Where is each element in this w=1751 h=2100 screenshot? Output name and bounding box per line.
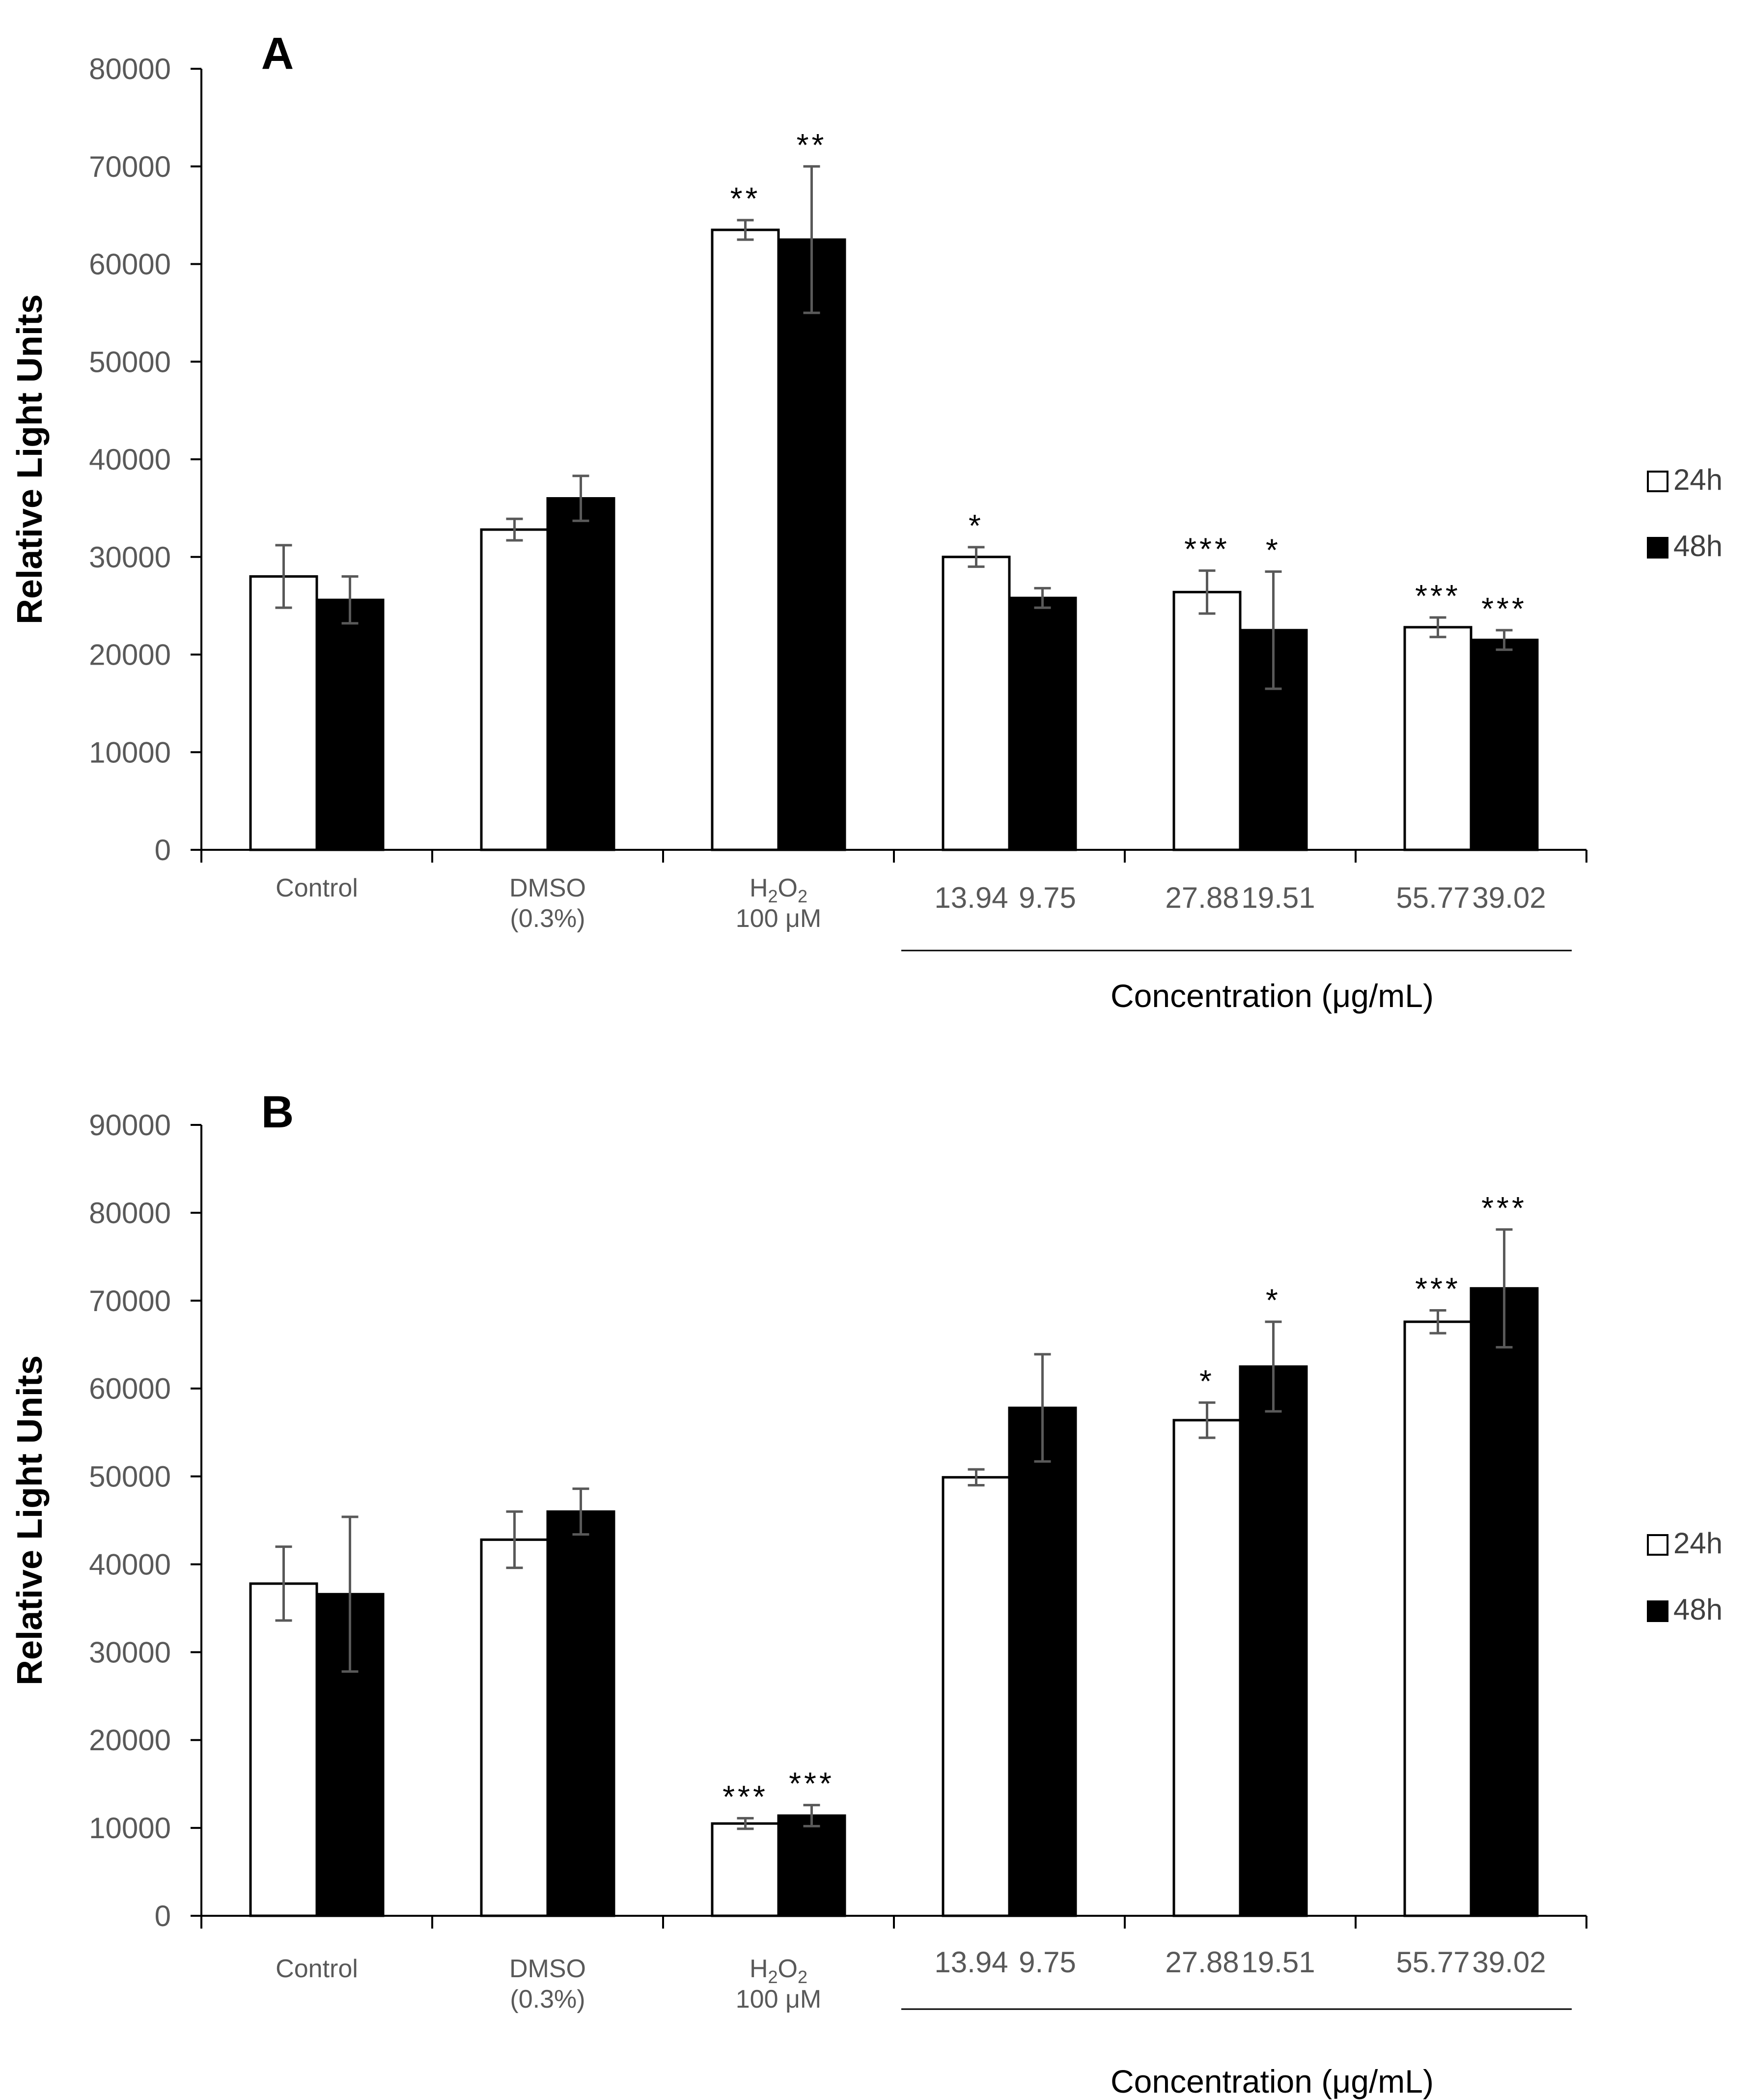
category-label: (0.3%) [510,1985,585,2014]
y-tick-label: 90000 [89,1109,171,1142]
concentration-label: 39.02 [1472,881,1546,914]
bar-48h-0 [315,598,385,851]
y-tick-label: 80000 [89,53,171,85]
bar-48h-5 [1470,1287,1539,1917]
category-label: H2O2 [750,874,807,906]
bar-48h-5 [1470,639,1539,851]
y-tick-label: 40000 [89,1548,171,1581]
bar-24h-2 [711,228,780,851]
bar-24h-5 [1403,1320,1473,1917]
panel-label: B [261,1087,294,1137]
significance-label: *** [1184,532,1230,567]
bar-48h-3 [1008,596,1077,851]
significance-label: * [969,508,984,543]
significance-label: *** [789,1766,834,1801]
bar-48h-4 [1239,1365,1308,1917]
y-tick-label: 30000 [89,541,171,574]
y-tick-label: 70000 [89,150,171,183]
category-label: H2O2 [750,1955,807,1987]
legend-label: 24h [1673,1527,1723,1560]
bar-24h-1 [480,528,549,851]
concentration-label: 27.88 [1165,1946,1239,1979]
bar-24h-0 [249,1582,318,1917]
panel-label: A [261,28,294,79]
bar-24h-2 [711,1822,780,1917]
category-label: DMSO [509,1955,586,1983]
category-label: 100 μM [736,1985,821,2014]
bar-24h-1 [480,1538,549,1917]
y-tick-label: 50000 [89,345,171,378]
bar-24h-5 [1403,626,1473,851]
concentration-label: 19.51 [1241,1946,1315,1979]
significance-label: * [1266,532,1281,568]
legend-label: 24h [1673,463,1723,496]
y-tick-label: 60000 [89,248,171,281]
concentration-label: 13.94 [934,1946,1008,1979]
significance-label: *** [1415,1271,1461,1306]
legend-label: 48h [1673,530,1723,562]
bar-48h-1 [546,1510,615,1917]
concentration-label: 55.77 [1396,881,1470,914]
legend-swatch-48h [1647,1600,1668,1622]
y-tick-label: 20000 [89,1724,171,1757]
legend-swatch-48h [1647,537,1668,559]
y-tick-label: 60000 [89,1372,171,1405]
concentration-label: 9.75 [1019,881,1076,914]
bar-48h-2 [777,238,846,851]
significance-label: ** [797,127,827,163]
y-tick-label: 50000 [89,1460,171,1493]
concentration-label: 39.02 [1472,1946,1546,1979]
y-tick-label: 10000 [89,736,171,769]
chart-panel-b: 0 10000 20000 30000 40000 50000 60000 70000 8000… [10,1087,1723,2100]
category-label: 100 μM [736,904,821,933]
bar-48h-2 [777,1814,846,1917]
significance-label: *** [723,1779,768,1814]
y-tick-label: 30000 [89,1636,171,1669]
concentration-label: 27.88 [1165,881,1239,914]
legend-label: 48h [1673,1593,1723,1626]
bar-24h-4 [1172,1419,1242,1917]
bar-24h-3 [942,556,1011,851]
bar-48h-3 [1008,1406,1077,1917]
bar-24h-4 [1172,590,1242,851]
x-axis-title: Concentration (μg/mL) [1111,978,1434,1014]
legend-swatch-24h [1647,1534,1668,1556]
y-axis-title: Relative Light Units [10,294,50,624]
category-label: Control [276,1955,358,1983]
concentration-label: 19.51 [1241,881,1315,914]
category-label: DMSO [509,874,586,902]
bar-24h-0 [249,575,318,851]
x-axis-title: Concentration (μg/mL) [1111,2063,1434,2100]
significance-label: ** [730,181,761,216]
y-tick-label: 10000 [89,1812,171,1845]
significance-label: *** [1481,1190,1527,1226]
category-label: (0.3%) [510,904,585,933]
concentration-label: 55.77 [1396,1946,1470,1979]
y-tick-label: 40000 [89,443,171,476]
concentration-label: 9.75 [1019,1946,1076,1979]
significance-label: *** [1415,578,1461,614]
category-label: Control [276,874,358,902]
y-tick-label: 0 [155,1900,171,1932]
concentration-label: 13.94 [934,881,1008,914]
bar-24h-3 [942,1476,1011,1917]
bar-48h-1 [546,497,615,851]
y-tick-label: 20000 [89,639,171,672]
significance-label: *** [1481,591,1527,626]
legend-swatch-24h [1647,471,1668,492]
y-tick-label: 70000 [89,1285,171,1317]
chart-panel-a: 0 10000 20000 30000 40000 50000 60000 70000 8000… [10,28,1723,1014]
significance-label: * [1199,1363,1215,1399]
y-tick-label: 0 [155,834,171,867]
y-axis-title: Relative Light Units [10,1355,50,1685]
y-tick-label: 80000 [89,1197,171,1230]
significance-label: * [1266,1283,1281,1318]
